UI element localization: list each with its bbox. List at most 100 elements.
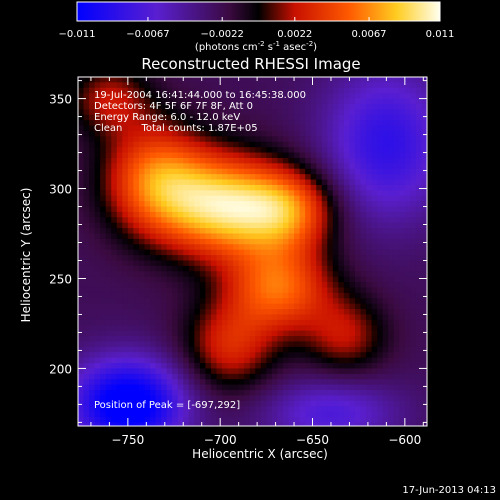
- heatmap-cell: [78, 298, 85, 305]
- heatmap-cell: [366, 77, 373, 83]
- heatmap-cell: [199, 147, 207, 154]
- heatmap-cell: [377, 422, 384, 426]
- heatmap-cell: [172, 244, 179, 251]
- heatmap-cell: [216, 125, 223, 132]
- heatmap-cell: [360, 422, 367, 426]
- heatmap-cell: [377, 379, 384, 386]
- heatmap-cell: [105, 179, 112, 186]
- heatmap-cell: [233, 77, 240, 83]
- heatmap-cell: [377, 287, 384, 294]
- heatmap-cell: [310, 330, 317, 337]
- heatmap-cell: [282, 130, 290, 137]
- heatmap-cell: [210, 238, 218, 245]
- heatmap-cell: [360, 309, 367, 316]
- heatmap-cell: [122, 255, 129, 262]
- heatmap-cell: [155, 93, 162, 100]
- heatmap-cell: [161, 238, 168, 245]
- heatmap-cell: [199, 422, 207, 426]
- heatmap-cell: [277, 249, 284, 256]
- heatmap-cell: [244, 201, 251, 208]
- heatmap-cell: [194, 276, 201, 283]
- heatmap-cell: [327, 109, 334, 116]
- heatmap-cell: [199, 255, 207, 262]
- heatmap-cell: [194, 379, 201, 386]
- heatmap-cell: [299, 271, 306, 278]
- heatmap-cell: [216, 265, 223, 272]
- heatmap-cell: [227, 417, 234, 424]
- heatmap-cell: [238, 298, 245, 305]
- heatmap-cell: [210, 287, 218, 294]
- heatmap-cell: [177, 136, 184, 143]
- heatmap-cell: [227, 357, 234, 364]
- heatmap-cell: [360, 406, 367, 413]
- heatmap-cell: [127, 319, 134, 326]
- heatmap-cell: [399, 195, 406, 202]
- heatmap-cell: [161, 211, 168, 218]
- heatmap-cell: [89, 319, 96, 326]
- heatmap-cell: [89, 346, 96, 353]
- heatmap-cell: [271, 379, 279, 386]
- heatmap-cell: [421, 255, 427, 262]
- heatmap-cell: [343, 130, 351, 137]
- heatmap-cell: [210, 206, 218, 213]
- heatmap-cell: [161, 249, 168, 256]
- heatmap-cell: [382, 319, 389, 326]
- heatmap-cell: [421, 141, 427, 148]
- heatmap-cell: [277, 373, 284, 380]
- heatmap-cell: [100, 411, 107, 418]
- heatmap-cell: [89, 325, 96, 332]
- heatmap-cell: [133, 141, 140, 148]
- heatmap-cell: [210, 265, 218, 272]
- heatmap-cell: [305, 222, 312, 229]
- heatmap-cell: [111, 211, 118, 218]
- heatmap-cell: [116, 325, 123, 332]
- heatmap-cell: [399, 93, 406, 100]
- heatmap-cell: [199, 103, 207, 110]
- heatmap-cell: [199, 395, 207, 402]
- heatmap-cell: [161, 222, 168, 229]
- heatmap-cell: [338, 179, 345, 186]
- heatmap-cell: [233, 152, 240, 159]
- heatmap-cell: [111, 98, 118, 105]
- heatmap-cell: [266, 336, 273, 343]
- heatmap-cell: [83, 195, 90, 202]
- heatmap-cell: [161, 130, 168, 137]
- heatmap-cell: [94, 390, 101, 397]
- image-info: 19-Jul-2004 16:41:44.000 to 16:45:38.000…: [94, 90, 306, 411]
- heatmap-cell: [116, 303, 123, 310]
- heatmap-cell: [199, 136, 207, 143]
- heatmap-cell: [377, 384, 384, 391]
- heatmap-cell: [222, 260, 229, 267]
- heatmap-cell: [188, 206, 195, 213]
- heatmap-cell: [371, 228, 378, 235]
- heatmap-cell: [288, 352, 295, 359]
- heatmap-cell: [271, 357, 279, 364]
- heatmap-cell: [238, 287, 245, 294]
- heatmap-cell: [271, 352, 279, 359]
- clean-counts-text: Clean Total counts: 1.87E+05: [94, 123, 258, 134]
- heatmap-cell: [332, 271, 339, 278]
- heatmap-cell: [404, 384, 411, 391]
- heatmap-cell: [316, 346, 323, 353]
- heatmap-cell: [316, 384, 323, 391]
- heatmap-cell: [144, 157, 151, 164]
- heatmap-cell: [305, 265, 312, 272]
- heatmap-cell: [161, 271, 168, 278]
- heatmap-cell: [166, 222, 173, 229]
- heatmap-cell: [277, 136, 284, 143]
- heatmap-cell: [294, 152, 301, 159]
- heatmap-cell: [354, 114, 362, 121]
- heatmap-cell: [360, 141, 367, 148]
- heatmap-cell: [349, 314, 356, 321]
- heatmap-cell: [155, 201, 162, 208]
- heatmap-cell: [138, 368, 146, 375]
- heatmap-cell: [111, 249, 118, 256]
- heatmap-cell: [150, 195, 157, 202]
- heatmap-cell: [316, 303, 323, 310]
- heatmap-cell: [332, 422, 339, 426]
- heatmap-cell: [100, 179, 107, 186]
- heatmap-cell: [271, 298, 279, 305]
- heatmap-cell: [415, 249, 423, 256]
- heatmap-cell: [371, 325, 378, 332]
- heatmap-cell: [415, 206, 423, 213]
